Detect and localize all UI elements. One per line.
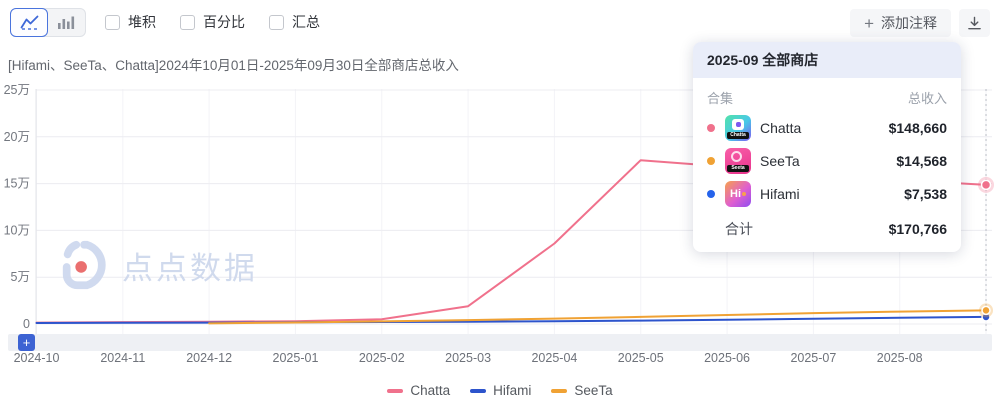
percentage-checkbox-label: 百分比: [203, 14, 245, 30]
percentage-option[interactable]: 百分比: [180, 12, 245, 32]
line-chart-type-button[interactable]: [10, 8, 48, 37]
legend-dash: [470, 388, 487, 393]
add-annotation-label: 添加注释: [881, 15, 937, 31]
x-axis-band: +: [8, 334, 992, 351]
series-line-seeta: [208, 309, 987, 325]
x-tick-label: 2025-04: [531, 351, 577, 365]
x-tick-label: 2025-05: [618, 351, 664, 365]
tooltip-row-chatta: Chatta Chatta $148,660: [707, 111, 947, 144]
x-tick-label: 2025-07: [790, 351, 836, 365]
chatta-app-icon: Chatta: [725, 114, 751, 141]
summary-checkbox-label: 汇总: [292, 14, 320, 30]
x-tick-label: 2025-02: [359, 351, 405, 365]
tooltip-column-headers: 合集 总收入: [707, 80, 947, 111]
x-tick-label: 2025-06: [704, 351, 750, 365]
chatta-hover-point: [980, 179, 992, 191]
chart-type-switcher: [10, 8, 86, 37]
y-tick-label: 0: [23, 317, 30, 331]
legend-label: SeeTa: [574, 383, 613, 398]
y-tick-label: 5万: [11, 270, 30, 284]
x-tick-label: 2025-03: [445, 351, 491, 365]
y-tick-label: 15万: [4, 177, 30, 191]
legend-dash: [551, 388, 568, 393]
y-tick-label: 10万: [4, 223, 30, 237]
bar-chart-icon: [58, 16, 75, 29]
legend: Chatta Hifami SeeTa: [0, 383, 1000, 398]
tooltip-app-name: Hifami: [760, 185, 800, 202]
series-line-hifami: [35, 315, 987, 324]
tooltip-total-label: 合计: [725, 221, 753, 237]
bar-chart-type-button[interactable]: [47, 9, 85, 36]
chart-options: 堆积 百分比 汇总: [105, 12, 320, 32]
tooltip-col-revenue: 总收入: [907, 91, 947, 106]
summary-option[interactable]: 汇总: [269, 12, 320, 32]
legend-item-seeta[interactable]: SeeTa: [551, 383, 613, 398]
stacked-option[interactable]: 堆积: [105, 12, 156, 32]
seeta-series-dot: [707, 156, 715, 165]
x-tick-label: 2025-01: [273, 351, 319, 365]
chatta-series-dot: [707, 123, 715, 132]
add-annotation-button[interactable]: + 添加注释: [850, 9, 951, 37]
line-chart-icon: [20, 15, 38, 30]
legend-item-chatta[interactable]: Chatta: [387, 383, 450, 398]
x-tick-label: 2024-12: [186, 351, 232, 365]
summary-checkbox[interactable]: [269, 14, 284, 30]
tooltip-total-row: 合计 $170,766: [707, 210, 947, 242]
chart-toolbar: 堆积 百分比 汇总 + 添加注释: [0, 0, 1000, 46]
x-tick-label: 2024-11: [100, 351, 145, 365]
seeta-hover-point: [981, 305, 991, 316]
tooltip-total-value: $170,766: [888, 221, 947, 237]
tooltip-app-value: $7,538: [904, 185, 947, 202]
percentage-checkbox[interactable]: [180, 14, 195, 30]
legend-label: Hifami: [493, 383, 532, 398]
tooltip-app-value: $148,660: [888, 119, 947, 136]
hifami-series-dot: [707, 189, 715, 198]
chart-title: [Hifami、SeeTa、Chatta]2024年10月01日-2025年09…: [8, 58, 459, 73]
tooltip-app-name: SeeTa: [760, 152, 800, 169]
stacked-checkbox[interactable]: [105, 14, 120, 30]
hifami-app-icon: Hi: [725, 180, 751, 207]
legend-item-hifami[interactable]: Hifami: [470, 383, 531, 398]
toolbar-actions: + 添加注释: [850, 9, 990, 37]
seeta-app-icon: Seeta: [725, 147, 751, 174]
tooltip-app-value: $14,568: [896, 152, 947, 169]
stacked-checkbox-label: 堆积: [128, 14, 156, 30]
hover-tooltip: 2025-09 全部商店 合集 总收入 Chatta Chatta $148,6…: [693, 42, 961, 252]
download-button[interactable]: [959, 9, 990, 37]
download-icon: [968, 16, 981, 29]
plus-icon: +: [864, 13, 874, 33]
tooltip-row-seeta: Seeta SeeTa $14,568: [707, 144, 947, 177]
y-tick-label: 25万: [4, 83, 30, 97]
tooltip-body: 合集 总收入 Chatta Chatta $148,660 Seeta SeeT…: [693, 78, 961, 252]
tooltip-header: 2025-09 全部商店: [693, 42, 961, 78]
legend-label: Chatta: [410, 383, 451, 398]
x-tick-label: 2025-08: [877, 351, 923, 365]
tooltip-app-name: Chatta: [760, 119, 802, 136]
tooltip-row-hifami: Hi Hifami $7,538: [707, 177, 947, 210]
y-tick-label: 20万: [4, 130, 30, 144]
add-annotation-axis-button[interactable]: +: [18, 334, 35, 351]
x-tick-label: 2024-10: [14, 351, 60, 365]
tooltip-col-collection: 合集: [707, 91, 734, 106]
legend-dash: [387, 388, 404, 393]
